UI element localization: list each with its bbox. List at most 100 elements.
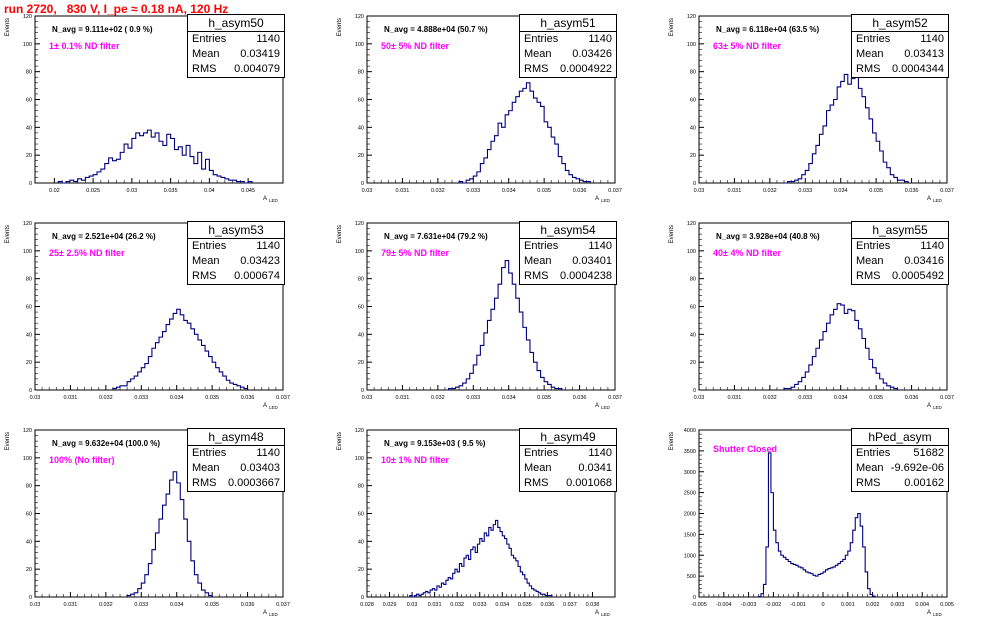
- stat-value: 51682: [913, 447, 944, 459]
- stat-label: RMS: [192, 63, 217, 75]
- y-axis-label: Events: [669, 225, 675, 243]
- histogram-series: [757, 452, 876, 598]
- stats-box: h_asym54 Entries 1140 Mean 0.03401 RMS 0.00042…: [519, 221, 617, 285]
- stat-value: 0.0004238: [560, 270, 612, 282]
- y-tick-label: 20: [690, 153, 696, 159]
- stat-row-rms: RMS 0.0005492: [852, 269, 948, 284]
- x-tick-label: 0.045: [241, 188, 255, 194]
- x-tick-label: 0.037: [608, 188, 622, 194]
- y-axis-label: Events: [5, 18, 11, 36]
- filter-label: Shutter Closed: [713, 444, 778, 454]
- stat-value: 0.001068: [566, 477, 612, 489]
- stat-row-mean: Mean 0.0341: [520, 461, 616, 476]
- y-tick-label: 100: [355, 249, 364, 255]
- navg-label: N_avg = 9.153e+03 ( 9.5 %): [384, 439, 486, 448]
- x-tick-label: 0.037: [940, 188, 954, 194]
- stat-value: 1140: [588, 33, 612, 45]
- filter-label: 63± 5% ND filter: [713, 41, 781, 51]
- x-tick-label: 0.034: [495, 602, 509, 608]
- histogram-series: [784, 73, 909, 184]
- x-tick-label: 0.037: [276, 602, 290, 608]
- histogram-pad-h_asym52: 0 20 40 60 80 100 120 0.03 0.031 0.032 0.033 0.034 0…: [664, 0, 996, 207]
- stat-value: 1140: [588, 240, 612, 252]
- y-tick-label: 60: [690, 305, 696, 311]
- x-tick-label: 0.03: [694, 395, 705, 401]
- y-tick-label: 100: [687, 42, 696, 48]
- x-tick-label: 0.037: [940, 395, 954, 401]
- histogram-series: [783, 303, 898, 390]
- x-axis-label-subscript: LED: [269, 612, 279, 617]
- stat-label: Mean: [856, 462, 884, 474]
- y-tick-label: 100: [355, 42, 364, 48]
- y-tick-label: 60: [358, 512, 364, 518]
- x-tick-label: 0.036: [241, 602, 255, 608]
- stat-label: Entries: [856, 240, 891, 252]
- stat-label: Mean: [524, 462, 552, 474]
- histogram-series: [458, 82, 591, 184]
- x-tick-label: -0.004: [716, 602, 732, 608]
- stat-value: 0.00162: [904, 477, 944, 489]
- stat-value: 0.0003667: [228, 477, 280, 489]
- filter-label: 100% (No filter): [49, 455, 115, 465]
- stat-row-mean: Mean -9.692e-06: [852, 461, 948, 476]
- y-tick-label: 1000: [684, 553, 696, 559]
- x-axis-label-subscript: LED: [933, 198, 943, 203]
- navg-label: N_avg = 2.521e+04 (26.2 %): [52, 232, 156, 241]
- x-axis-label: A: [927, 403, 931, 409]
- x-tick-label: 0.036: [540, 602, 554, 608]
- x-tick-label: 0.031: [64, 602, 78, 608]
- histogram-pad-h_asym53: 0 20 40 60 80 100 120 0.03 0.031 0.032 0.033 0.034 0…: [0, 207, 332, 414]
- stat-value: 0.03403: [240, 462, 280, 474]
- stat-value: 1140: [256, 33, 280, 45]
- x-axis-label: A: [595, 196, 599, 202]
- stat-row-entries: Entries 1140: [520, 239, 616, 254]
- stat-label: RMS: [192, 477, 217, 489]
- stat-row-mean: Mean 0.03419: [188, 47, 284, 62]
- y-tick-label: 2500: [684, 491, 696, 497]
- stat-row-rms: RMS 0.001068: [520, 476, 616, 491]
- histogram-name: h_asym54: [520, 222, 616, 239]
- stat-label: RMS: [856, 477, 881, 489]
- histogram-pad-h_asym50: 0 20 40 60 80 100 120 0.02 0.025 0.03 0.035 0.04 0.0…: [0, 0, 332, 207]
- stat-value: 0.0005492: [892, 270, 944, 282]
- histogram-plot: 0 20 40 60 80 100 120 0.028 0.029 0.03 0.031 0.032 0…: [337, 428, 616, 617]
- x-axis-label-subscript: LED: [933, 612, 943, 617]
- x-tick-label: 0.031: [728, 188, 742, 194]
- y-tick-label: 40: [26, 539, 32, 545]
- y-tick-label: 4000: [684, 428, 696, 434]
- y-tick-label: 0: [361, 595, 364, 601]
- x-axis-label: A: [263, 403, 267, 409]
- y-tick-label: 80: [690, 70, 696, 76]
- x-tick-label: -0.002: [766, 602, 782, 608]
- stat-row-entries: Entries 1140: [188, 239, 284, 254]
- stat-row-rms: RMS 0.00162: [852, 476, 948, 491]
- stat-value: 1140: [256, 240, 280, 252]
- stat-label: RMS: [524, 477, 549, 489]
- y-tick-label: 120: [23, 14, 32, 20]
- stat-value: 0.03413: [904, 48, 944, 60]
- y-tick-label: 40: [358, 125, 364, 131]
- x-axis-label: A: [595, 403, 599, 409]
- stat-row-mean: Mean 0.03426: [520, 47, 616, 62]
- y-tick-label: 120: [355, 221, 364, 227]
- y-tick-label: 100: [23, 42, 32, 48]
- stat-row-entries: Entries 1140: [852, 239, 948, 254]
- y-tick-label: 80: [358, 277, 364, 283]
- stat-label: RMS: [524, 63, 549, 75]
- stats-box: h_asym48 Entries 1140 Mean 0.03403 RMS 0.00036…: [187, 428, 285, 492]
- stat-value: 1140: [256, 447, 280, 459]
- stat-label: Entries: [524, 33, 559, 45]
- y-tick-label: 120: [687, 221, 696, 227]
- histogram-pad-h_asym51: 0 20 40 60 80 100 120 0.03 0.031 0.032 0.033 0.034 0…: [332, 0, 664, 207]
- y-tick-label: 0: [29, 595, 32, 601]
- histogram-name: hPed_asym: [852, 429, 948, 446]
- y-tick-label: 80: [358, 484, 364, 490]
- histogram-series: [57, 129, 253, 184]
- x-tick-label: 0.03: [407, 602, 418, 608]
- y-tick-label: 0: [361, 388, 364, 394]
- x-tick-label: 0.033: [466, 188, 480, 194]
- y-tick-label: 120: [23, 221, 32, 227]
